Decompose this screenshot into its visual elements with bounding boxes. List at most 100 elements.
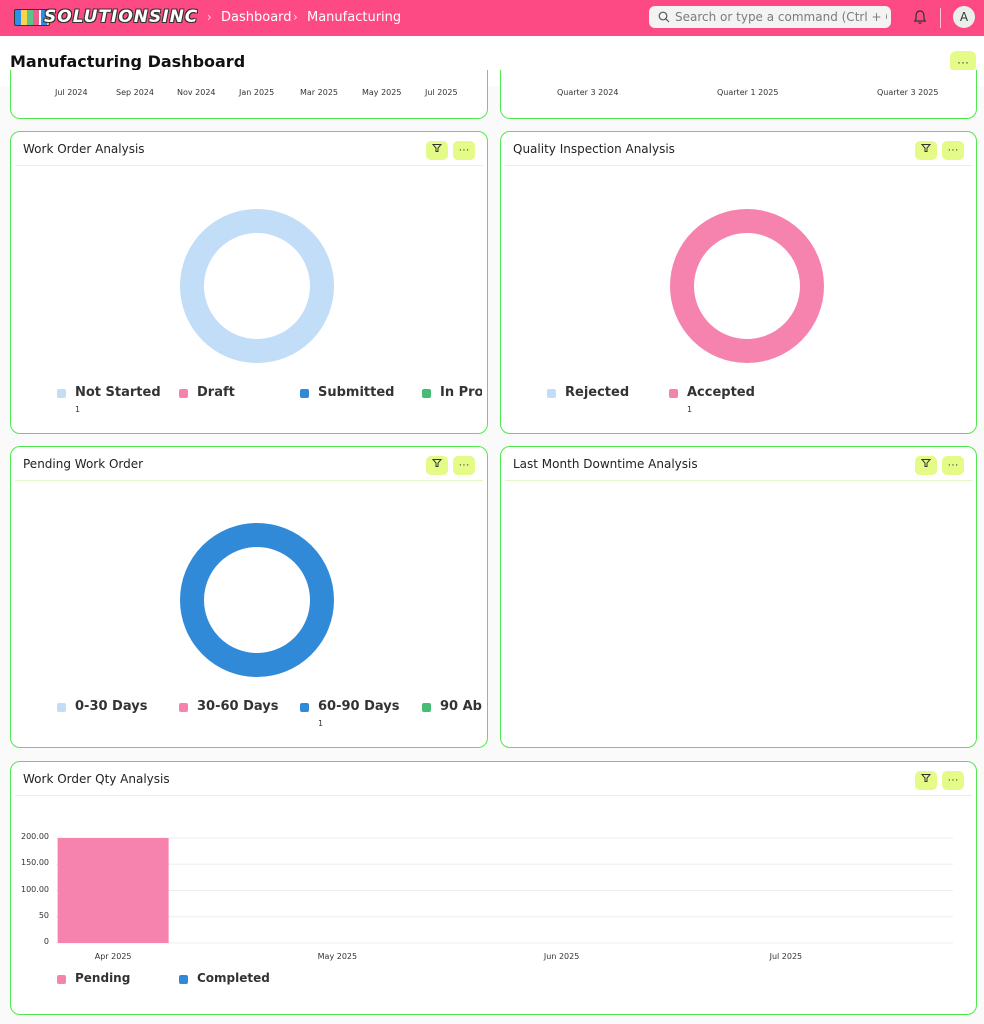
chevron-right-icon: › — [293, 10, 298, 24]
legend-swatch — [422, 703, 431, 712]
bar-pending[interactable] — [57, 838, 169, 943]
card-divider — [505, 165, 972, 166]
breadcrumb-manufacturing[interactable]: Manufacturing — [307, 10, 402, 25]
donut-chart — [180, 209, 334, 363]
legend-item-90-above[interactable]: 90 Abo — [422, 699, 482, 719]
avatar[interactable]: A — [953, 6, 975, 28]
legend-count: 1 — [318, 719, 324, 728]
legend-count: 1 — [75, 405, 81, 414]
x-axis-tick: Quarter 3 2025 — [877, 88, 939, 97]
legend-label: Submitted — [318, 385, 395, 400]
legend-swatch — [179, 703, 188, 712]
donut-slice-60-90-days[interactable] — [180, 523, 334, 677]
x-axis-tick: Sep 2024 — [116, 88, 154, 97]
card-menu-button[interactable]: ··· — [942, 141, 964, 160]
search-bar[interactable] — [649, 6, 891, 28]
filter-button[interactable] — [426, 141, 448, 160]
filter-icon — [431, 459, 443, 467]
search-input[interactable] — [675, 8, 887, 26]
x-axis-tick: Jan 2025 — [239, 88, 275, 97]
card-menu-button[interactable]: ··· — [942, 771, 964, 790]
x-axis-tick: Jul 2025 — [425, 88, 458, 97]
legend-label: Rejected — [565, 385, 630, 400]
pending-work-order-card: Pending Work Order ··· 0-30 Days 30-60 D… — [10, 446, 488, 748]
navbar: SOLUTIONSINC › Dashboard › Manufacturing… — [0, 0, 984, 36]
donut-chart — [670, 209, 824, 363]
card-menu-button[interactable]: ··· — [453, 456, 475, 475]
logo-text: SOLUTIONSINC — [44, 7, 199, 27]
filter-icon — [431, 144, 443, 152]
work-order-qty-card: Work Order Qty Analysis ··· 0 50 100.00 150… — [10, 761, 977, 1015]
donut-chart — [180, 523, 334, 677]
legend-label: Accepted — [687, 385, 755, 400]
card-menu-button[interactable]: ··· — [453, 141, 475, 160]
notification-bell-icon[interactable] — [912, 9, 928, 25]
legend-swatch — [300, 389, 309, 398]
logo[interactable]: SOLUTIONSINC — [14, 7, 199, 28]
search-icon — [658, 11, 670, 23]
legend-label: Not Started — [75, 385, 161, 400]
y-axis-tick: 200.00 — [21, 832, 49, 841]
legend-label: 60-90 Days — [318, 699, 400, 714]
legend-swatch — [179, 975, 188, 984]
card-divider — [15, 165, 483, 166]
y-axis-tick: 0 — [43, 937, 49, 946]
card-title: Work Order Analysis — [23, 142, 145, 156]
legend-count: 1 — [687, 405, 693, 414]
donut-slice-not-started[interactable] — [180, 209, 334, 363]
legend-label: 0-30 Days — [75, 699, 148, 714]
logo-books-icon — [14, 9, 50, 26]
chevron-right-icon: › — [207, 10, 212, 24]
legend-swatch — [422, 389, 431, 398]
y-axis-tick: 50 — [38, 910, 49, 920]
filter-icon — [920, 459, 932, 467]
card-divider — [15, 795, 972, 796]
top-left-chart-card: Jul 2024 Sep 2024 Nov 2024 Jan 2025 Mar … — [10, 70, 488, 119]
filter-button[interactable] — [426, 456, 448, 475]
x-axis-tick: Jun 2025 — [543, 952, 580, 961]
legend-swatch — [57, 975, 66, 984]
card-menu-button[interactable]: ··· — [942, 456, 964, 475]
legend-swatch — [57, 703, 66, 712]
x-axis-tick: May 2025 — [362, 88, 402, 97]
y-axis-tick: 150.00 — [21, 858, 49, 868]
legend-swatch — [300, 703, 309, 712]
x-axis-tick: Nov 2024 — [177, 88, 216, 97]
legend-label: Draft — [197, 385, 235, 400]
legend-item-in-process[interactable]: In Proc — [422, 385, 482, 405]
x-axis-tick: May 2025 — [317, 952, 358, 961]
breadcrumb-dashboard[interactable]: Dashboard — [221, 10, 292, 25]
quality-inspection-card: Quality Inspection Analysis ··· Rejected… — [500, 131, 977, 434]
x-axis-tick: Jul 2024 — [55, 88, 88, 97]
legend-swatch — [179, 389, 188, 398]
card-title: Pending Work Order — [23, 457, 144, 471]
legend-label: In Proc — [440, 385, 482, 400]
x-axis-tick: Quarter 1 2025 — [717, 88, 779, 97]
card-divider — [15, 480, 483, 481]
card-title: Work Order Qty Analysis — [23, 772, 170, 786]
work-order-analysis-card: Work Order Analysis ··· Not Started 1 Dr… — [10, 131, 488, 434]
top-right-chart-card: Quarter 3 2024 Quarter 1 2025 Quarter 3 … — [500, 70, 977, 119]
card-divider — [505, 480, 972, 481]
legend-swatch — [57, 389, 66, 398]
x-axis-tick: Quarter 3 2024 — [557, 88, 619, 97]
y-axis-tick: 100.00 — [21, 884, 49, 894]
filter-button[interactable] — [915, 771, 937, 790]
x-axis-tick: Mar 2025 — [300, 88, 338, 97]
card-title: Last Month Downtime Analysis — [513, 457, 698, 471]
x-axis-tick: Jul 2025 — [769, 952, 803, 961]
filter-button[interactable] — [915, 456, 937, 475]
page-menu-button[interactable]: ··· — [950, 51, 976, 72]
filter-icon — [920, 774, 932, 782]
legend-label: 90 Abo — [440, 699, 482, 714]
filter-button[interactable] — [915, 141, 937, 160]
legend-label: Completed — [197, 971, 270, 985]
filter-icon — [920, 144, 932, 152]
legend-swatch — [547, 389, 556, 398]
card-title: Quality Inspection Analysis — [513, 142, 675, 156]
legend-swatch — [669, 389, 678, 398]
navbar-divider — [940, 8, 941, 28]
page-title: Manufacturing Dashboard — [10, 52, 246, 71]
legend-label: 30-60 Days — [197, 699, 279, 714]
donut-slice-accepted[interactable] — [670, 209, 824, 363]
